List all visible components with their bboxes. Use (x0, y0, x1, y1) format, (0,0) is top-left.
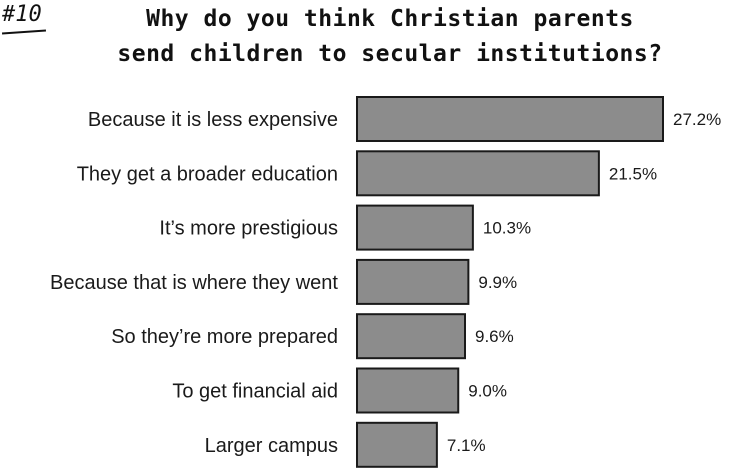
category-label: They get a broader education (77, 163, 338, 185)
category-label: It’s more prestigious (159, 218, 338, 240)
value-label: 9.6% (475, 327, 514, 346)
bar (356, 258, 470, 305)
value-label: 21.5% (609, 164, 657, 183)
category-label: Because that is where they went (50, 272, 338, 294)
chart-title-line-2: send children to secular institutions? (117, 41, 663, 67)
category-label: Larger campus (205, 435, 338, 457)
bar (356, 367, 460, 414)
chart-title: Why do you think Christian parents send … (100, 2, 680, 72)
bar (356, 150, 600, 197)
category-label: To get financial aid (172, 381, 338, 403)
category-label: Because it is less expensive (88, 109, 338, 131)
value-label: 9.9% (478, 273, 517, 292)
chart-title-line-1: Why do you think Christian parents (146, 6, 634, 32)
bar (356, 313, 466, 360)
value-label: 10.3% (483, 219, 531, 238)
bar (356, 421, 438, 468)
value-label: 9.0% (468, 382, 507, 401)
value-label: 27.2% (673, 110, 721, 129)
bar (356, 204, 474, 251)
bar (356, 96, 664, 142)
category-label: So they’re more prepared (111, 326, 338, 348)
value-label: 7.1% (447, 436, 486, 455)
question-number: #10 (2, 2, 42, 27)
